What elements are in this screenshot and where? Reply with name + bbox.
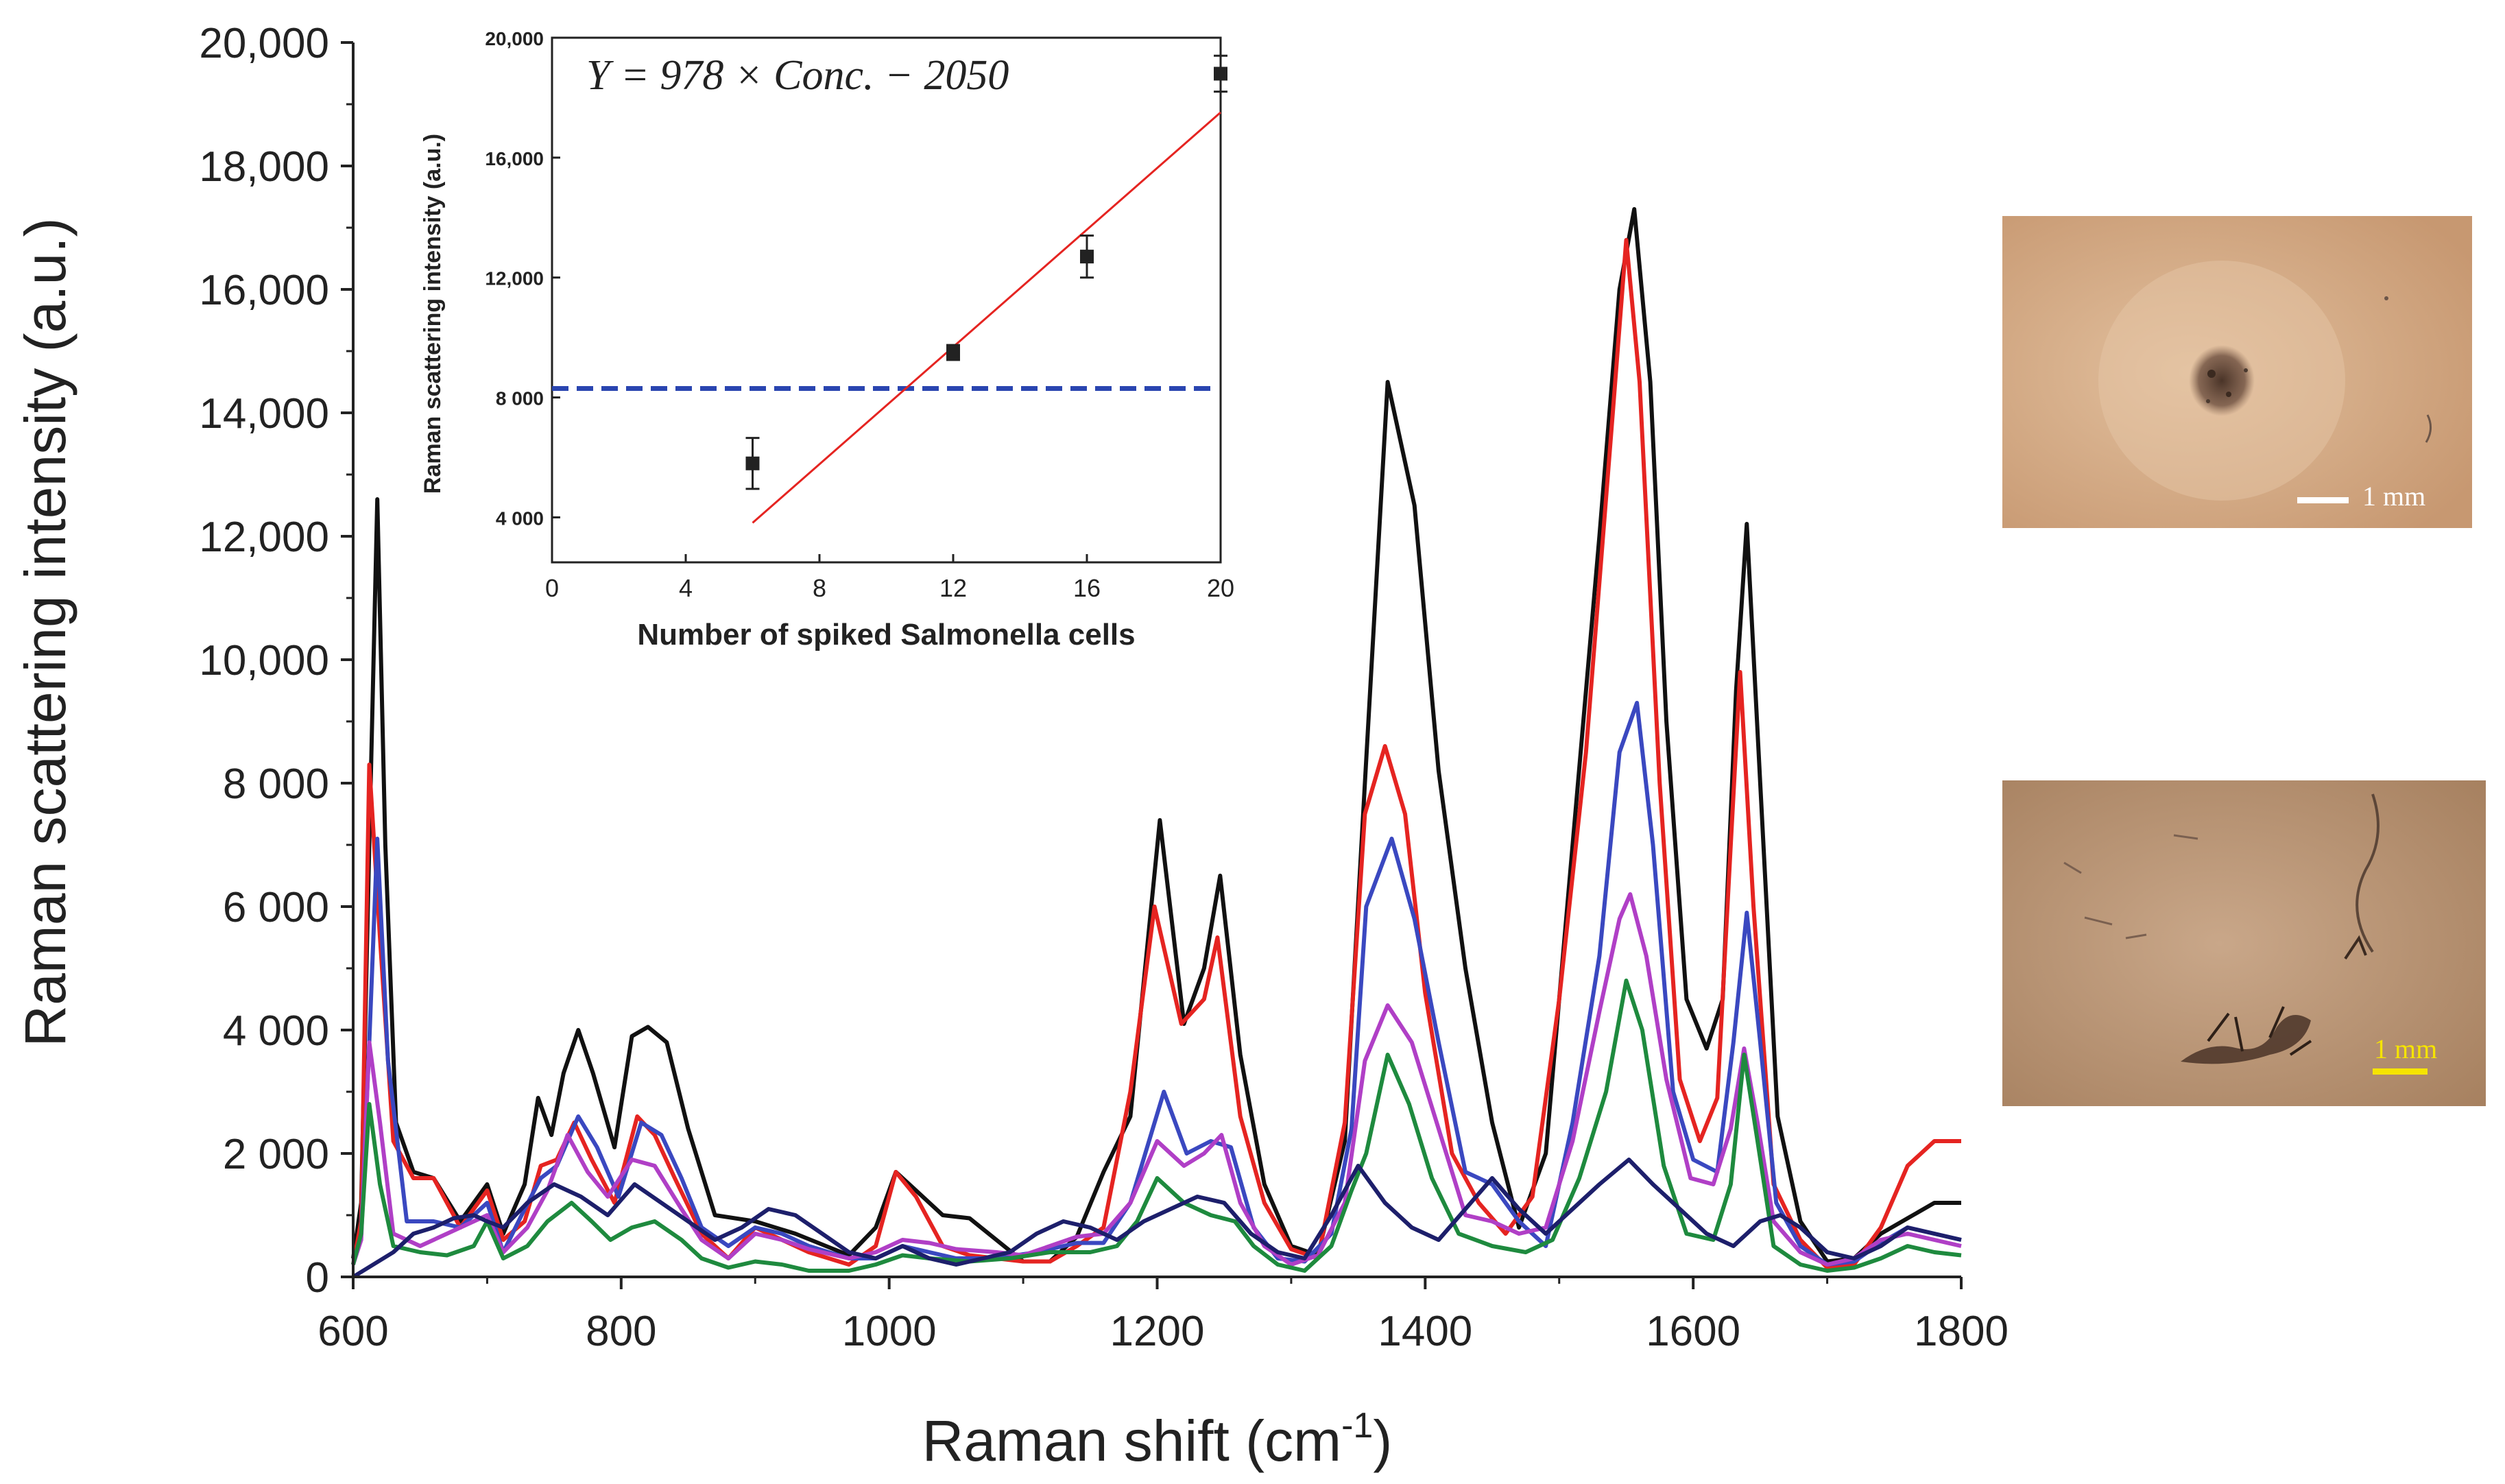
inset-y-tick-label: 4 000	[496, 507, 544, 529]
x-tick-label: 1600	[1646, 1308, 1740, 1355]
inset-x-tick-label: 0	[545, 574, 559, 602]
inset-y-tick-label: 16,000	[485, 148, 544, 169]
series-line-navy	[352, 1158, 1962, 1279]
y-tick-label: 0	[306, 1254, 329, 1302]
series-line-magenta	[351, 892, 1962, 1267]
y-tick-label: 8 000	[223, 761, 329, 808]
x-tick-label: 800	[586, 1308, 656, 1355]
y-tick-label: 6 000	[223, 884, 329, 931]
inset-y-tick-label: 20,000	[485, 28, 544, 49]
scale-bar	[2373, 1068, 2428, 1075]
y-tick-label: 20,000	[199, 20, 329, 67]
series-line-blue	[351, 701, 1962, 1267]
x-tick-label: 1000	[842, 1308, 937, 1355]
photo-scale-label: 1 mm	[2362, 481, 2425, 512]
inset-plot-area	[551, 36, 1222, 564]
series-line-green	[351, 979, 1962, 1273]
main-spectrum-chart: 0 2 000 4 000 6 000 8 000 10,000 12,000 14,000 1…	[13, 20, 2009, 1473]
data-point	[745, 456, 760, 470]
y-tick-label: 16,000	[199, 267, 329, 314]
inset-y-tick-label: 12,000	[485, 268, 544, 289]
x-axis-label: Raman shift (cm-1)	[922, 1406, 1393, 1473]
x-tick-label: 1200	[1110, 1308, 1205, 1355]
x-tick-label: 1400	[1378, 1308, 1472, 1355]
inset-x-tick-label: 4	[679, 574, 693, 602]
y-tick-label: 18,000	[199, 143, 329, 191]
data-point	[1214, 67, 1227, 81]
y-tick-label: 4 000	[223, 1007, 329, 1055]
y-tick-label: 14,000	[199, 390, 329, 438]
inset-x-axis-label: Number of spiked Salmonella cells	[637, 618, 1135, 651]
x-tick-label: 600	[317, 1308, 388, 1355]
inset-x-tick-label: 12	[939, 574, 967, 602]
x-tick-label: 1800	[1914, 1308, 2009, 1355]
inset-x-tick-label: 20	[1207, 574, 1234, 602]
inset-y-axis-label: Raman scattering intensity (a.u.)	[420, 134, 446, 494]
inset-x-tick-label: 16	[1073, 574, 1101, 602]
microscope-photo-top: 1 mm	[2002, 216, 2472, 528]
fit-equation: Y = 978 × Conc. − 2050	[586, 52, 1009, 99]
y-tick-label: 2 000	[223, 1131, 329, 1178]
microscope-photo-bottom: 1 mm	[2002, 780, 2486, 1106]
scale-bar	[2297, 497, 2349, 503]
y-tick-label: 12,000	[199, 514, 329, 561]
data-point	[946, 346, 960, 359]
data-point	[1080, 250, 1094, 264]
y-axis-label: Raman scattering intensity (a.u.)	[13, 217, 77, 1046]
photo-scale-label: 1 mm	[2374, 1033, 2437, 1064]
inset-calibration-chart: 0 4 8 12 16 20 4 000 8 000 12,000 16,000 20,000 Num…	[420, 28, 1234, 651]
inset-x-tick-label: 8	[813, 574, 826, 602]
fit-line	[752, 111, 1221, 524]
y-tick-label: 10,000	[199, 637, 329, 684]
inset-y-tick-label: 8 000	[496, 388, 544, 409]
